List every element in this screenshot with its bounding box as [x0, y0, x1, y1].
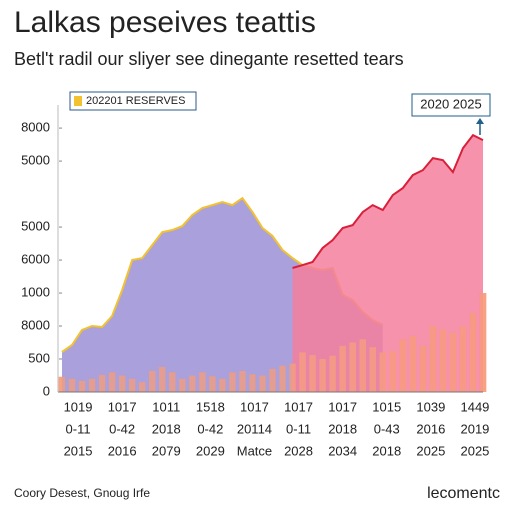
footer-right: lecomentc	[427, 485, 500, 502]
bar-overlay	[118, 375, 126, 392]
y-tick-label: 500	[28, 350, 50, 365]
legend-swatch	[74, 96, 82, 106]
x-tick-label: 2015	[64, 443, 93, 458]
bar-overlay	[219, 378, 226, 392]
bar-overlay	[469, 312, 477, 392]
bar-overlay	[379, 352, 387, 392]
legend-box	[69, 91, 197, 111]
x-tick-label: 2025	[416, 443, 445, 458]
bar-overlay	[479, 293, 487, 392]
bar-overlay	[309, 355, 316, 392]
annotation-arrowhead	[476, 118, 484, 124]
x-tick-label: 2079	[152, 443, 181, 458]
y-tick-label: 8000	[21, 120, 50, 135]
x-tick-label: 1011	[152, 399, 180, 414]
annotation: 2020 2025	[420, 96, 481, 111]
bar-overlay	[209, 376, 216, 392]
x-tick-label: 2016	[108, 443, 137, 458]
x-tick-label: 2018	[328, 421, 357, 436]
y-tick-label: 5000	[21, 218, 50, 233]
bar-overlay	[229, 372, 236, 392]
bar-overlay	[359, 339, 366, 392]
x-tick-label: 2018	[152, 421, 181, 436]
bar-overlay	[88, 378, 96, 392]
x-tick-label: 0-43	[374, 421, 400, 436]
y-tick-label: 6000	[21, 251, 50, 266]
bar-overlay	[339, 345, 346, 392]
bar-overlay	[148, 370, 156, 392]
bar-overlay	[239, 370, 246, 392]
bar-overlay	[329, 355, 336, 392]
y-tick-label: 1000	[21, 284, 50, 299]
x-tick-label: 1449	[460, 399, 489, 414]
x-tick-label: 1017	[284, 399, 313, 414]
bar-overlay	[449, 332, 457, 392]
bar-overlay	[319, 359, 326, 392]
bar-overlay	[169, 372, 176, 392]
bar-overlay	[419, 345, 427, 392]
x-tick-label: 0-42	[109, 421, 135, 436]
x-tick-label: 2034	[328, 443, 357, 458]
bar-overlay	[269, 368, 276, 392]
bar-overlay	[289, 363, 296, 392]
x-tick-label: 1518	[196, 399, 225, 414]
x-tick-label: 2016	[416, 421, 445, 436]
bar-overlay	[108, 372, 116, 392]
legend-label: 202201 RESERVES	[86, 95, 185, 107]
bar-overlay	[399, 339, 407, 392]
x-tick-label: 20114	[237, 421, 272, 436]
bar-overlay	[189, 375, 196, 392]
bar-overlay	[68, 378, 76, 392]
y-tick-label: 8000	[21, 317, 50, 332]
x-tick-label: 2029	[196, 443, 225, 458]
chart-title: Lalkas peseives teattis	[14, 6, 316, 39]
x-tick-label: 0-11	[66, 421, 91, 436]
bar-overlay	[179, 378, 186, 392]
chart-subtitle: Betl't radil our sliyer see dinegante re…	[14, 49, 404, 69]
bar-overlay	[78, 380, 86, 392]
bar-overlay	[409, 335, 417, 392]
y-tick-label: 0	[43, 383, 50, 398]
bar-overlay	[199, 372, 206, 392]
bar-overlay	[138, 382, 146, 392]
bar-overlay	[58, 376, 66, 392]
annotation-box	[411, 93, 491, 117]
x-tick-label: 0-42	[197, 421, 223, 436]
footer-left: Coory Desest, Gnoug Irfe	[14, 486, 150, 500]
bar-overlay	[389, 351, 397, 392]
x-tick-label: 1019	[64, 399, 93, 414]
bar-overlay	[158, 366, 166, 392]
bar-overlay	[249, 374, 256, 392]
x-tick-label: Matce	[237, 443, 272, 458]
bar-overlay	[439, 329, 447, 392]
x-tick-label: 1017	[108, 399, 137, 414]
bar-overlay	[259, 375, 266, 392]
x-tick-label: 1015	[372, 399, 401, 414]
bar-overlay	[349, 342, 356, 392]
bar-overlay	[98, 374, 106, 392]
x-tick-label: 0-11	[286, 421, 311, 436]
x-tick-label: 1039	[416, 399, 445, 414]
x-tick-label: 2018	[372, 443, 401, 458]
bar-overlay	[369, 347, 376, 392]
x-tick-label: 2028	[284, 443, 313, 458]
x-tick-label: 1017	[328, 399, 357, 414]
bar-overlay	[459, 326, 467, 392]
y-tick-label: 5000	[21, 153, 50, 168]
bar-overlay	[128, 378, 136, 392]
x-tick-label: 2025	[460, 443, 489, 458]
bar-overlay	[299, 352, 306, 392]
x-tick-label: 2019	[460, 421, 489, 436]
bar-overlay	[279, 365, 286, 392]
line	[292, 133, 484, 269]
x-tick-label: 1017	[240, 399, 269, 414]
bar-overlay	[429, 326, 437, 392]
